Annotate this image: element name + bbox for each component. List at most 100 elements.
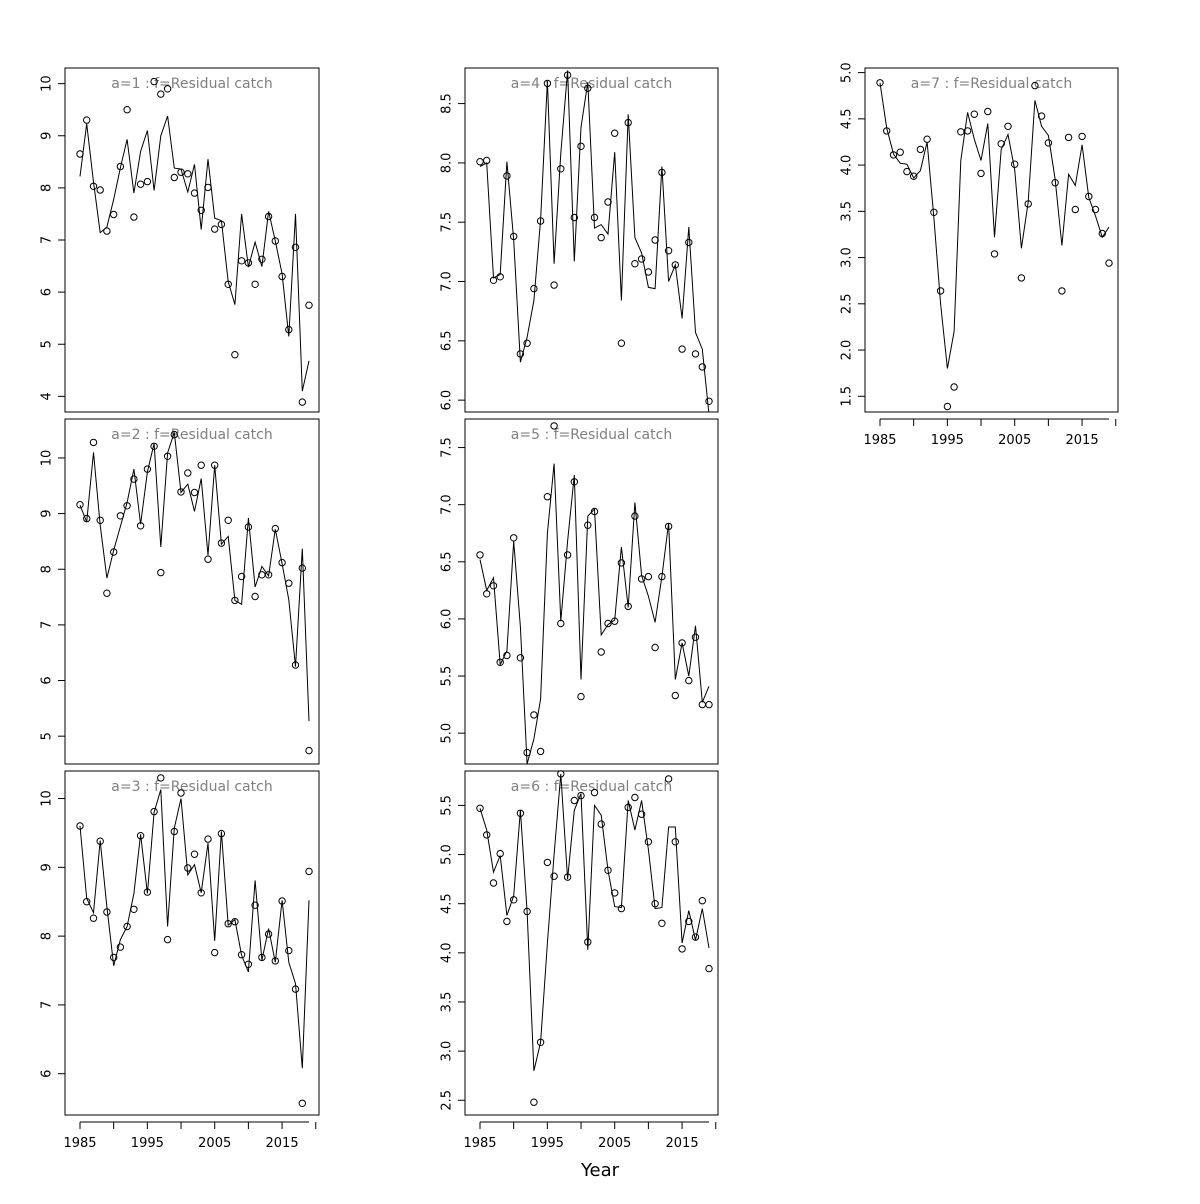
y-tick-label: 5 — [40, 340, 55, 348]
data-point — [305, 746, 313, 755]
data-point — [489, 582, 498, 590]
data-point — [923, 135, 931, 143]
data-point — [671, 838, 679, 846]
data-point — [89, 182, 98, 191]
data-point — [644, 572, 653, 581]
y-tick-label: 4.5 — [840, 109, 855, 130]
data-point — [664, 775, 673, 783]
data-point — [1091, 205, 1100, 214]
data-point — [1064, 133, 1073, 142]
data-point — [103, 589, 111, 597]
series-line — [879, 82, 1110, 369]
data-point — [143, 465, 152, 473]
x-tick-label: 1995 — [131, 1136, 164, 1151]
series-line — [79, 789, 310, 1069]
panel-7: a=7 : f=Residual catch 1.5 2.0 2.5 3.0 3.5 4.0… — [840, 62, 1119, 448]
data-point — [298, 398, 306, 406]
data-point — [204, 183, 212, 192]
data-point — [143, 177, 152, 186]
data-point — [1071, 205, 1080, 214]
y-tick-label: 5 — [40, 732, 55, 740]
data-point — [251, 280, 259, 288]
data-point — [285, 325, 293, 334]
y-tick-label: 7 — [40, 1001, 55, 1009]
data-point — [536, 747, 545, 756]
panel-frame — [64, 418, 320, 765]
y-tick-label: 2.5 — [440, 1090, 455, 1111]
data-point — [177, 488, 185, 496]
x-tick-label: 2015 — [1066, 433, 1099, 448]
data-point — [705, 700, 713, 709]
data-point — [664, 247, 673, 255]
data-point — [691, 933, 700, 941]
data-point — [550, 281, 558, 289]
data-point — [170, 430, 179, 439]
data-point — [637, 575, 646, 583]
y-tick-label: 5.0 — [440, 723, 455, 744]
data-point — [536, 1038, 545, 1047]
data-point — [550, 872, 558, 880]
y-tick-label: 5.5 — [440, 795, 455, 816]
data-point — [285, 579, 293, 587]
data-point — [76, 501, 84, 509]
data-point — [96, 837, 104, 845]
data-point — [530, 284, 538, 293]
data-point — [237, 951, 246, 959]
data-point — [163, 85, 172, 93]
data-point — [483, 590, 491, 598]
data-point — [76, 822, 84, 830]
data-point — [96, 516, 104, 524]
y-tick-label: 7 — [40, 236, 55, 244]
data-point — [631, 512, 639, 520]
y-tick-label: 4.0 — [440, 942, 455, 963]
data-point — [298, 1099, 306, 1108]
data-point — [264, 571, 273, 579]
data-point — [516, 809, 525, 817]
data-point — [990, 250, 999, 258]
data-point — [516, 350, 525, 358]
x-tick-label: 2015 — [666, 1136, 699, 1151]
data-point — [523, 907, 531, 916]
panel-title: a=4 : f=Residual catch — [511, 76, 672, 92]
data-point — [617, 339, 626, 347]
data-point — [217, 539, 226, 547]
data-point — [489, 879, 498, 887]
data-point — [536, 217, 545, 225]
data-point — [631, 793, 639, 802]
data-point — [237, 572, 246, 581]
data-point — [89, 914, 98, 922]
data-point — [611, 129, 619, 137]
data-point — [136, 522, 145, 530]
data-point — [577, 142, 585, 151]
series-line — [479, 70, 710, 412]
data-point — [116, 162, 125, 171]
data-point — [271, 237, 279, 245]
data-point — [190, 850, 199, 858]
data-point — [278, 272, 286, 281]
data-point — [550, 422, 558, 430]
data-point — [251, 901, 259, 909]
data-point — [1037, 112, 1046, 120]
data-point — [950, 383, 958, 391]
data-point — [930, 208, 938, 217]
data-point — [651, 643, 659, 652]
data-point — [1011, 160, 1019, 168]
x-tick-label: 2005 — [198, 1136, 231, 1151]
data-point — [570, 213, 578, 222]
data-point — [678, 945, 686, 953]
data-point — [883, 127, 891, 135]
data-point — [651, 236, 659, 244]
data-point — [184, 170, 192, 178]
data-point — [577, 692, 585, 701]
data-point — [624, 602, 632, 611]
data-point — [584, 938, 592, 946]
y-tick-label: 6.5 — [440, 551, 455, 572]
data-point — [510, 232, 518, 241]
data-point — [1058, 287, 1066, 295]
data-point — [624, 803, 632, 812]
data-point — [936, 287, 945, 295]
y-tick-label: 10 — [40, 450, 55, 467]
panel-6: a=6 : f=Residual catch 2.5 3.0 3.5 4.0 4.5 5.0… — [440, 770, 719, 1151]
data-point — [217, 829, 226, 838]
data-point — [184, 469, 192, 477]
